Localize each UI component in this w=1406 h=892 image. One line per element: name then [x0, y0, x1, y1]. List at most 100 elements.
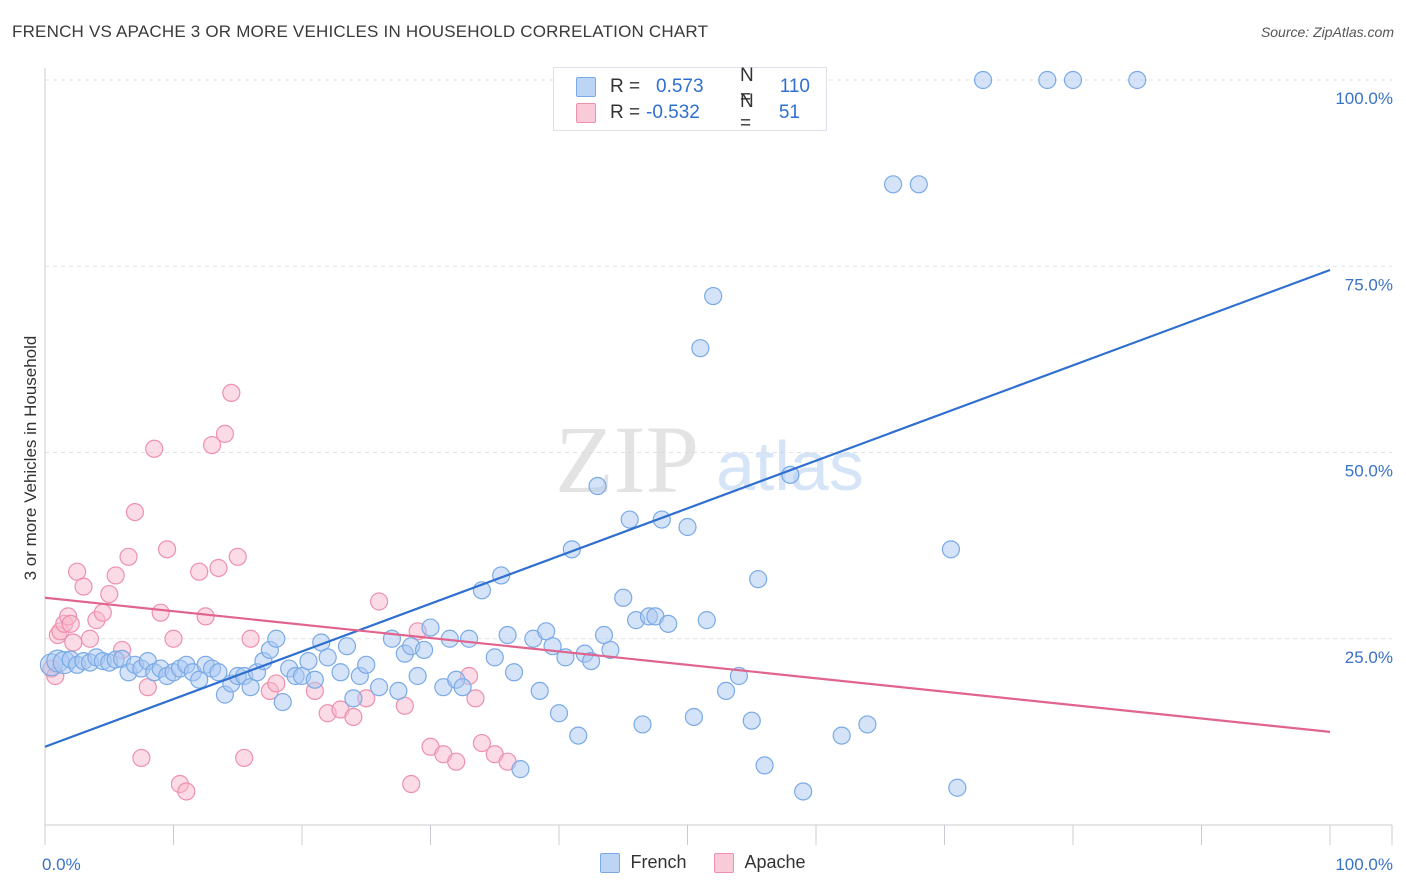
apache-point [74, 577, 93, 596]
apache-point [267, 674, 286, 693]
french-point [267, 629, 286, 648]
french-n-value: 110 [779, 76, 810, 97]
french-point [948, 778, 967, 797]
apache-point [100, 584, 119, 604]
french-point [421, 618, 440, 637]
apache-point [145, 439, 164, 458]
french-point [299, 651, 318, 671]
legend-row-french: R = 0.573 N = 110 [576, 65, 810, 108]
apache-point [215, 424, 234, 443]
n-label: N = [740, 91, 754, 134]
french-point [697, 611, 716, 630]
apache-point [151, 603, 170, 622]
french-point [331, 663, 350, 682]
french-point [716, 681, 736, 701]
french-swatch [576, 77, 596, 97]
apache-point [190, 562, 209, 581]
french-point [858, 715, 877, 734]
apache-point [157, 540, 177, 559]
french-point [909, 175, 928, 194]
y-tick-label: 100.0% [1335, 89, 1393, 108]
y-tick-label: 50.0% [1345, 462, 1393, 481]
apache-point [447, 752, 466, 771]
french-point [941, 540, 961, 559]
french-point [209, 663, 228, 682]
trendlines [44, 268, 1331, 748]
french-point [614, 588, 633, 607]
french-point [588, 476, 607, 496]
french-point [601, 640, 620, 660]
french-point [569, 726, 588, 745]
apache-point [106, 566, 125, 585]
french-point [678, 517, 697, 537]
apache-point [132, 748, 151, 768]
source-note: Source: ZipAtlas.com [1260, 24, 1394, 40]
french-point [620, 510, 639, 529]
stats-legend: R = 0.573 N = 110 R = -0.532 N = 51 [553, 65, 827, 134]
apache-point [241, 629, 260, 648]
french-point [459, 629, 479, 648]
legend-row-apache: R = -0.532 N = 51 [576, 91, 800, 134]
apache-trendline [44, 596, 1331, 733]
french-point [781, 465, 800, 484]
french-point [337, 637, 357, 656]
apache-point [93, 603, 112, 622]
apache-point [80, 629, 100, 648]
legend-item-french: French [600, 852, 686, 873]
y-axis-label: 3 or more Vehicles in Household [21, 336, 40, 581]
apache-point [196, 607, 215, 626]
scatter-points [39, 70, 1147, 801]
french-point [883, 175, 903, 194]
chart-title: FRENCH VS APACHE 3 OR MORE VEHICLES IN H… [12, 22, 709, 41]
french-point [485, 648, 504, 667]
apache-point [164, 629, 183, 648]
r-label: R = [610, 102, 641, 123]
apache-point [228, 547, 247, 566]
french-point [344, 689, 363, 708]
apache-n-value: 51 [778, 102, 800, 123]
french-point [370, 678, 389, 697]
french-point [453, 678, 472, 697]
apache-point [402, 774, 421, 794]
apache-point [119, 547, 138, 566]
french-r-value: 0.573 [656, 76, 704, 97]
apache-point [202, 435, 222, 455]
french-point [973, 70, 993, 90]
n-label: N = [740, 65, 754, 108]
french-point [408, 666, 427, 686]
apache-point [370, 592, 389, 611]
r-label: R = [610, 76, 641, 97]
french-point [794, 782, 813, 801]
french-point [1063, 70, 1083, 90]
french-point [498, 625, 517, 645]
apache-point [222, 383, 241, 402]
apache-point [344, 707, 363, 727]
french-point [749, 570, 768, 589]
french-point [504, 663, 524, 682]
french-trendline [44, 268, 1331, 748]
french-point [582, 651, 601, 671]
french-point [742, 711, 761, 730]
french-point [755, 756, 774, 775]
french-point [1128, 70, 1147, 90]
french-point [691, 339, 710, 358]
axes [44, 68, 1393, 845]
x-tick-label: 100.0% [1335, 855, 1393, 874]
apache-legend-label: Apache [744, 852, 806, 872]
french-point [530, 681, 549, 701]
y-tick-label: 75.0% [1345, 275, 1393, 294]
legend-item-apache: Apache [714, 852, 806, 873]
french-point [511, 760, 530, 779]
french-point [659, 614, 678, 633]
series-legend: French Apache [0, 852, 1406, 873]
apache-point [61, 614, 80, 633]
french-point [273, 692, 292, 712]
french-point [318, 648, 337, 667]
gridlines [45, 79, 1392, 640]
apache-point [177, 782, 196, 801]
apache-point [235, 748, 254, 768]
french-point [305, 670, 324, 689]
french-legend-swatch [600, 852, 621, 873]
french-point [1038, 70, 1057, 90]
